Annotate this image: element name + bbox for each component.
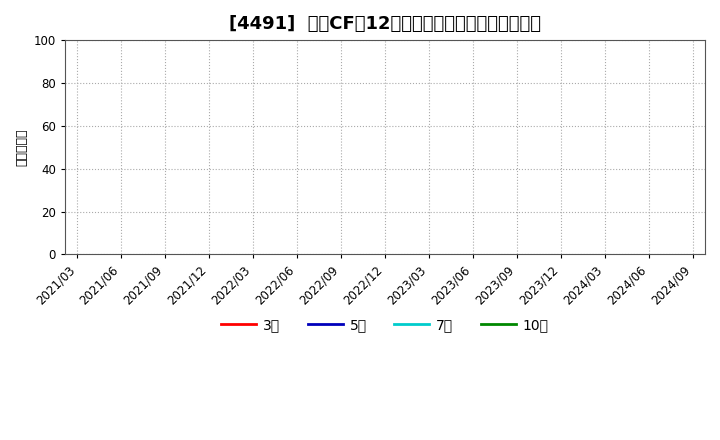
Title: [4491]  投賄CFの12か月移動合計の標準偏差の推移: [4491] 投賄CFの12か月移動合計の標準偏差の推移	[229, 15, 541, 33]
Y-axis label: （百万円）: （百万円）	[15, 128, 28, 166]
Legend: 3年, 5年, 7年, 10年: 3年, 5年, 7年, 10年	[216, 312, 554, 337]
